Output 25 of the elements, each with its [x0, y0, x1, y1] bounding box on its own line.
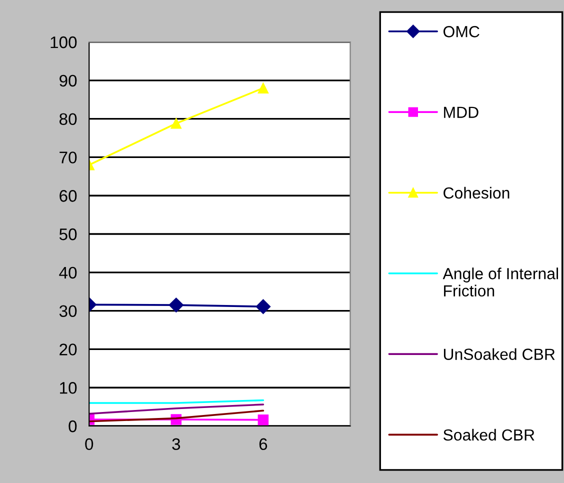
y-tick-label: 70: [60, 152, 77, 164]
y-tick-label: 10: [60, 382, 77, 394]
y-tick-label: 30: [59, 305, 77, 318]
legend-label: Cohesion: [444, 186, 510, 199]
point: [258, 414, 269, 426]
y-tick-label: 20: [60, 344, 77, 356]
y-tick-label: 0: [68, 420, 77, 432]
point: [256, 299, 271, 314]
legend-label: MDD: [444, 106, 478, 118]
legend-label: OMC: [443, 26, 480, 38]
y-tick-label: 90: [60, 74, 77, 87]
y-tick-label: 40: [59, 266, 77, 279]
x-tick-label: 6: [259, 438, 268, 450]
legend-label: Angle of Internal Friction: [442, 268, 558, 297]
point: [170, 118, 182, 129]
x-tick-label: 3: [172, 438, 180, 450]
y-tick-label: 50: [59, 228, 77, 240]
point: [258, 82, 269, 94]
y-tick-label: 100: [50, 36, 77, 48]
y-tick-label: 80: [59, 113, 77, 126]
x-tick-label: 0: [85, 438, 94, 450]
legend-label: UnSoaked CBR: [444, 348, 555, 360]
point: [168, 298, 184, 312]
y-tick-label: 60: [60, 190, 77, 202]
legend-label: Soaked CBR: [443, 428, 534, 441]
